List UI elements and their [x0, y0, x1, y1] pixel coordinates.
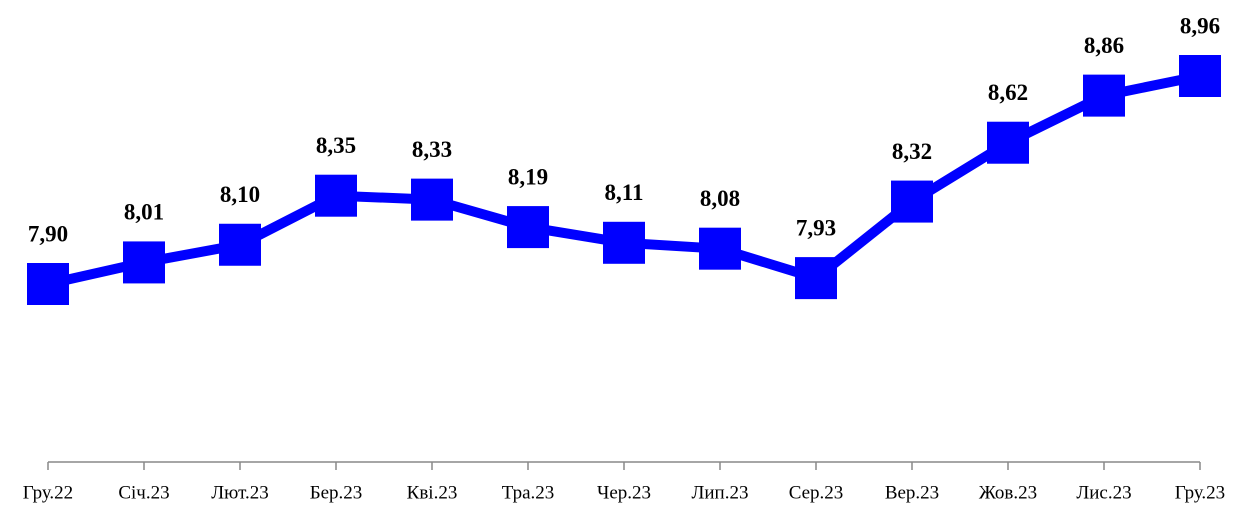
data-label: 8,96 [1180, 13, 1220, 38]
data-label: 8,62 [988, 80, 1028, 105]
marker [1083, 74, 1125, 117]
x-tick-label: Січ.23 [118, 482, 169, 503]
data-label: 8,11 [605, 180, 644, 205]
marker [27, 263, 69, 305]
x-tick-label: Тра.23 [502, 482, 555, 503]
x-tick-label: Бер.23 [310, 482, 363, 503]
x-tick-label: Лют.23 [211, 482, 268, 503]
data-label: 8,19 [508, 164, 548, 189]
x-tick-label: Лип.23 [692, 482, 749, 503]
x-tick-label: Чер.23 [597, 482, 651, 503]
data-label: 8,86 [1084, 33, 1124, 58]
data-label: 7,93 [796, 215, 836, 240]
marker [315, 174, 357, 217]
x-tick-label: Кві.23 [407, 482, 458, 503]
x-tick-label: Жов.23 [979, 482, 1037, 503]
marker [219, 223, 261, 266]
x-tick-label: Вер.23 [885, 482, 939, 503]
data-label: 7,90 [28, 221, 68, 246]
data-label: 8,10 [220, 182, 260, 207]
data-label: 8,32 [892, 139, 932, 164]
marker [795, 257, 837, 300]
x-tick-label: Гру.22 [23, 482, 73, 503]
x-tick-label: Сер.23 [789, 482, 844, 503]
marker [1179, 55, 1221, 97]
marker [699, 227, 741, 270]
data-label: 8,33 [412, 137, 452, 162]
x-tick-label: Лис.23 [1076, 482, 1131, 503]
data-label: 8,01 [124, 200, 164, 225]
marker [603, 221, 645, 264]
data-label: 8,08 [700, 186, 740, 211]
marker [891, 180, 933, 223]
marker [411, 178, 453, 221]
marker [507, 206, 549, 249]
marker [987, 121, 1029, 164]
x-tick-label: Гру.23 [1175, 482, 1225, 503]
marker [123, 241, 165, 284]
data-label: 8,35 [316, 133, 356, 158]
